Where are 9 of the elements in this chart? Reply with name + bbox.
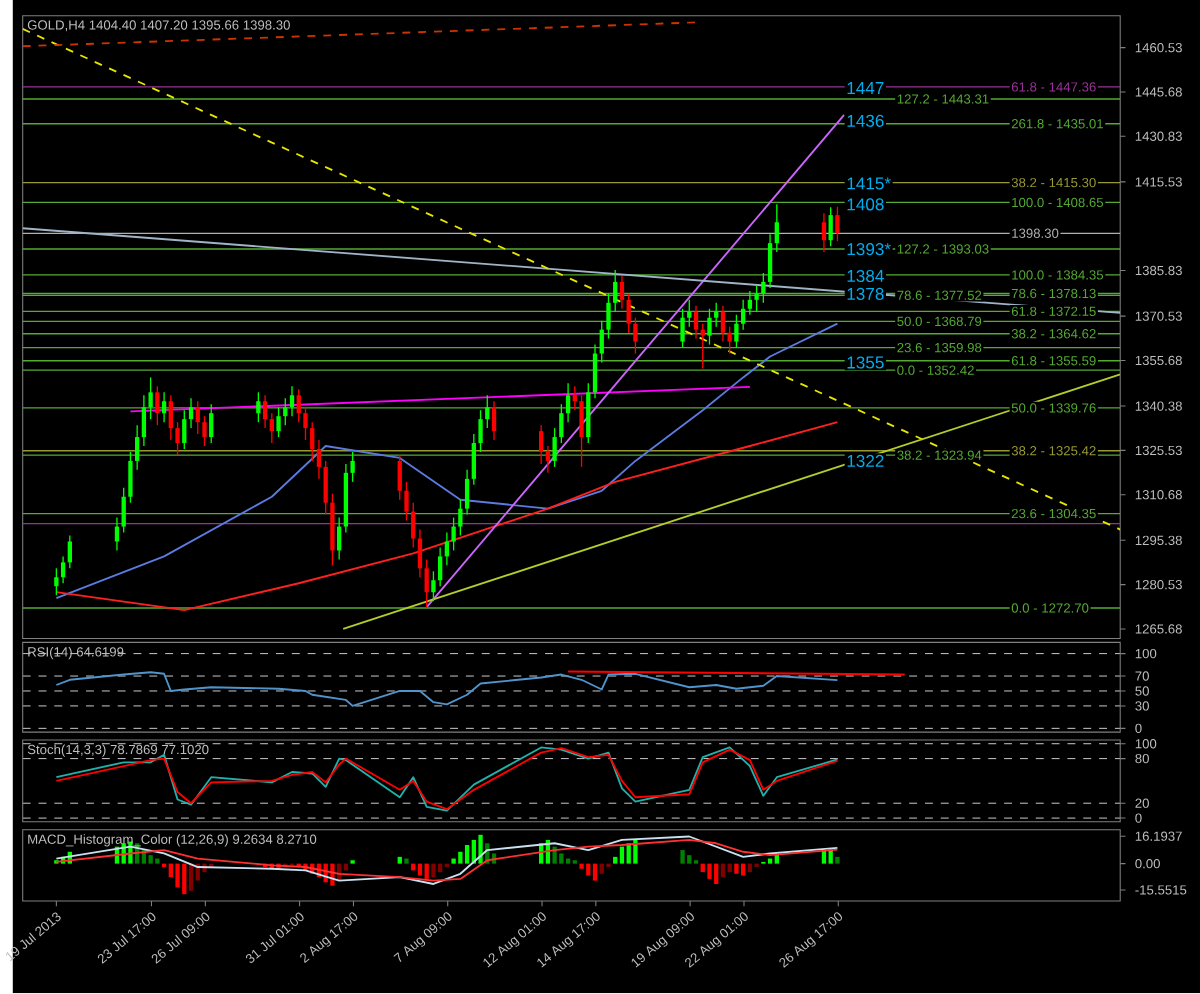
annotation: 1322 bbox=[847, 455, 884, 468]
annotation: 1408 bbox=[847, 198, 884, 211]
annotation: 1384 bbox=[847, 270, 884, 283]
annotation: 1415* bbox=[847, 177, 891, 190]
annotation: 1393* bbox=[847, 243, 891, 256]
annotation: 1447 bbox=[847, 82, 884, 95]
annotation: 1355 bbox=[847, 356, 884, 369]
annotation: 1378 bbox=[847, 288, 884, 301]
annotation: 1436 bbox=[847, 115, 884, 128]
